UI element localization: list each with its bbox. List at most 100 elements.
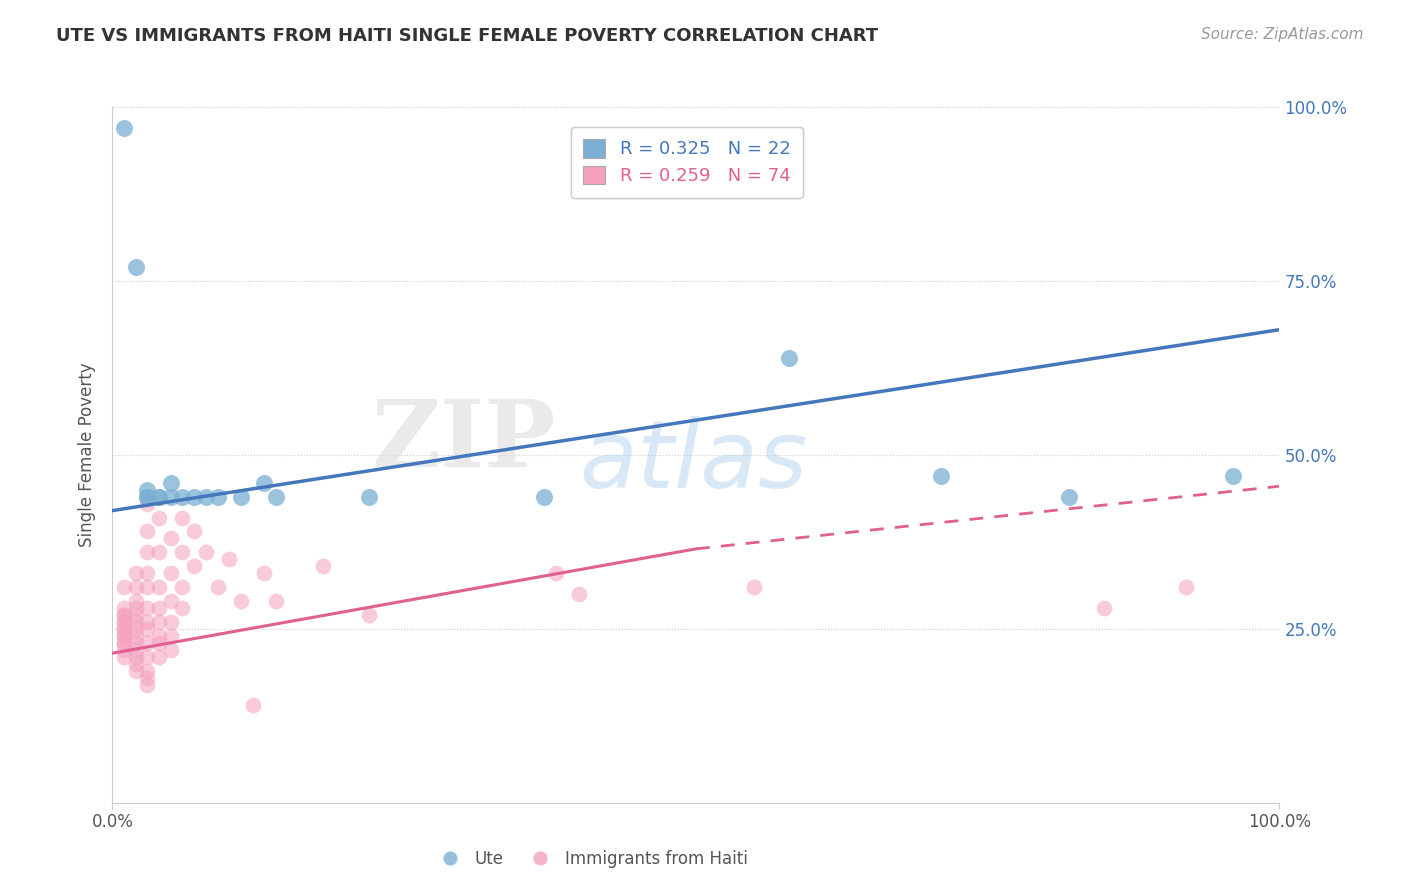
Text: UTE VS IMMIGRANTS FROM HAITI SINGLE FEMALE POVERTY CORRELATION CHART: UTE VS IMMIGRANTS FROM HAITI SINGLE FEMA… <box>56 27 879 45</box>
Point <box>148 510 170 524</box>
Point <box>125 580 148 594</box>
Point <box>125 594 148 608</box>
Point <box>148 490 170 504</box>
Text: ZIP: ZIP <box>371 396 555 486</box>
Point <box>136 671 159 685</box>
Point <box>778 351 800 365</box>
Point <box>136 580 159 594</box>
Point <box>148 649 170 664</box>
Point <box>359 490 381 504</box>
Point <box>742 580 765 594</box>
Point <box>1222 468 1244 483</box>
Point <box>1059 490 1081 504</box>
Point <box>112 615 135 629</box>
Point <box>253 566 276 581</box>
Point <box>160 642 183 657</box>
Point <box>125 601 148 615</box>
Point <box>242 698 264 713</box>
Point <box>125 657 148 671</box>
Point <box>194 490 217 504</box>
Point <box>125 629 148 643</box>
Point <box>929 468 952 483</box>
Point <box>112 580 135 594</box>
Point <box>112 642 135 657</box>
Point <box>253 475 276 490</box>
Point <box>311 559 333 574</box>
Point <box>125 566 148 581</box>
Point <box>112 629 135 643</box>
Point <box>148 545 170 559</box>
Point <box>218 552 240 566</box>
Point <box>172 580 194 594</box>
Point <box>229 594 252 608</box>
Point <box>136 636 159 650</box>
Y-axis label: Single Female Poverty: Single Female Poverty <box>77 363 96 547</box>
Point <box>112 607 135 622</box>
Point <box>112 120 135 135</box>
Point <box>160 629 183 643</box>
Point <box>568 587 591 601</box>
Point <box>136 490 159 504</box>
Point <box>533 490 555 504</box>
Point <box>207 580 229 594</box>
Point <box>172 601 194 615</box>
Point <box>112 601 135 615</box>
Point <box>183 559 205 574</box>
Point <box>264 594 287 608</box>
Point <box>125 260 148 274</box>
Point <box>183 490 205 504</box>
Point <box>125 642 148 657</box>
Point <box>148 615 170 629</box>
Point <box>172 490 194 504</box>
Point <box>112 622 135 636</box>
Point <box>359 607 381 622</box>
Point <box>148 636 170 650</box>
Point <box>136 664 159 678</box>
Point <box>136 524 159 539</box>
Point <box>194 545 217 559</box>
Point <box>183 524 205 539</box>
Point <box>112 636 135 650</box>
Point <box>125 622 148 636</box>
Point <box>160 615 183 629</box>
Point <box>112 649 135 664</box>
Point <box>160 475 183 490</box>
Point <box>136 622 159 636</box>
Point <box>148 580 170 594</box>
Point <box>136 566 159 581</box>
Point <box>136 615 159 629</box>
Point <box>160 490 183 504</box>
Point <box>136 483 159 497</box>
Point <box>207 490 229 504</box>
Point <box>136 677 159 691</box>
Point <box>125 664 148 678</box>
Text: Source: ZipAtlas.com: Source: ZipAtlas.com <box>1201 27 1364 42</box>
Point <box>136 545 159 559</box>
Point <box>160 594 183 608</box>
Point <box>160 532 183 546</box>
Legend: R = 0.325   N = 22, R = 0.259   N = 74: R = 0.325 N = 22, R = 0.259 N = 74 <box>571 127 803 198</box>
Point <box>136 490 159 504</box>
Point <box>125 607 148 622</box>
Point <box>1092 601 1115 615</box>
Point <box>148 490 170 504</box>
Point <box>544 566 567 581</box>
Point <box>229 490 252 504</box>
Point <box>125 649 148 664</box>
Point <box>148 601 170 615</box>
Point <box>125 615 148 629</box>
Point <box>112 622 135 636</box>
Point <box>160 566 183 581</box>
Point <box>112 615 135 629</box>
Point <box>125 636 148 650</box>
Point <box>1175 580 1198 594</box>
Point <box>172 545 194 559</box>
Legend: Ute, Immigrants from Haiti: Ute, Immigrants from Haiti <box>426 844 755 875</box>
Point <box>148 629 170 643</box>
Text: atlas: atlas <box>579 417 807 508</box>
Point <box>172 510 194 524</box>
Point <box>112 629 135 643</box>
Point <box>136 649 159 664</box>
Point <box>112 607 135 622</box>
Point <box>264 490 287 504</box>
